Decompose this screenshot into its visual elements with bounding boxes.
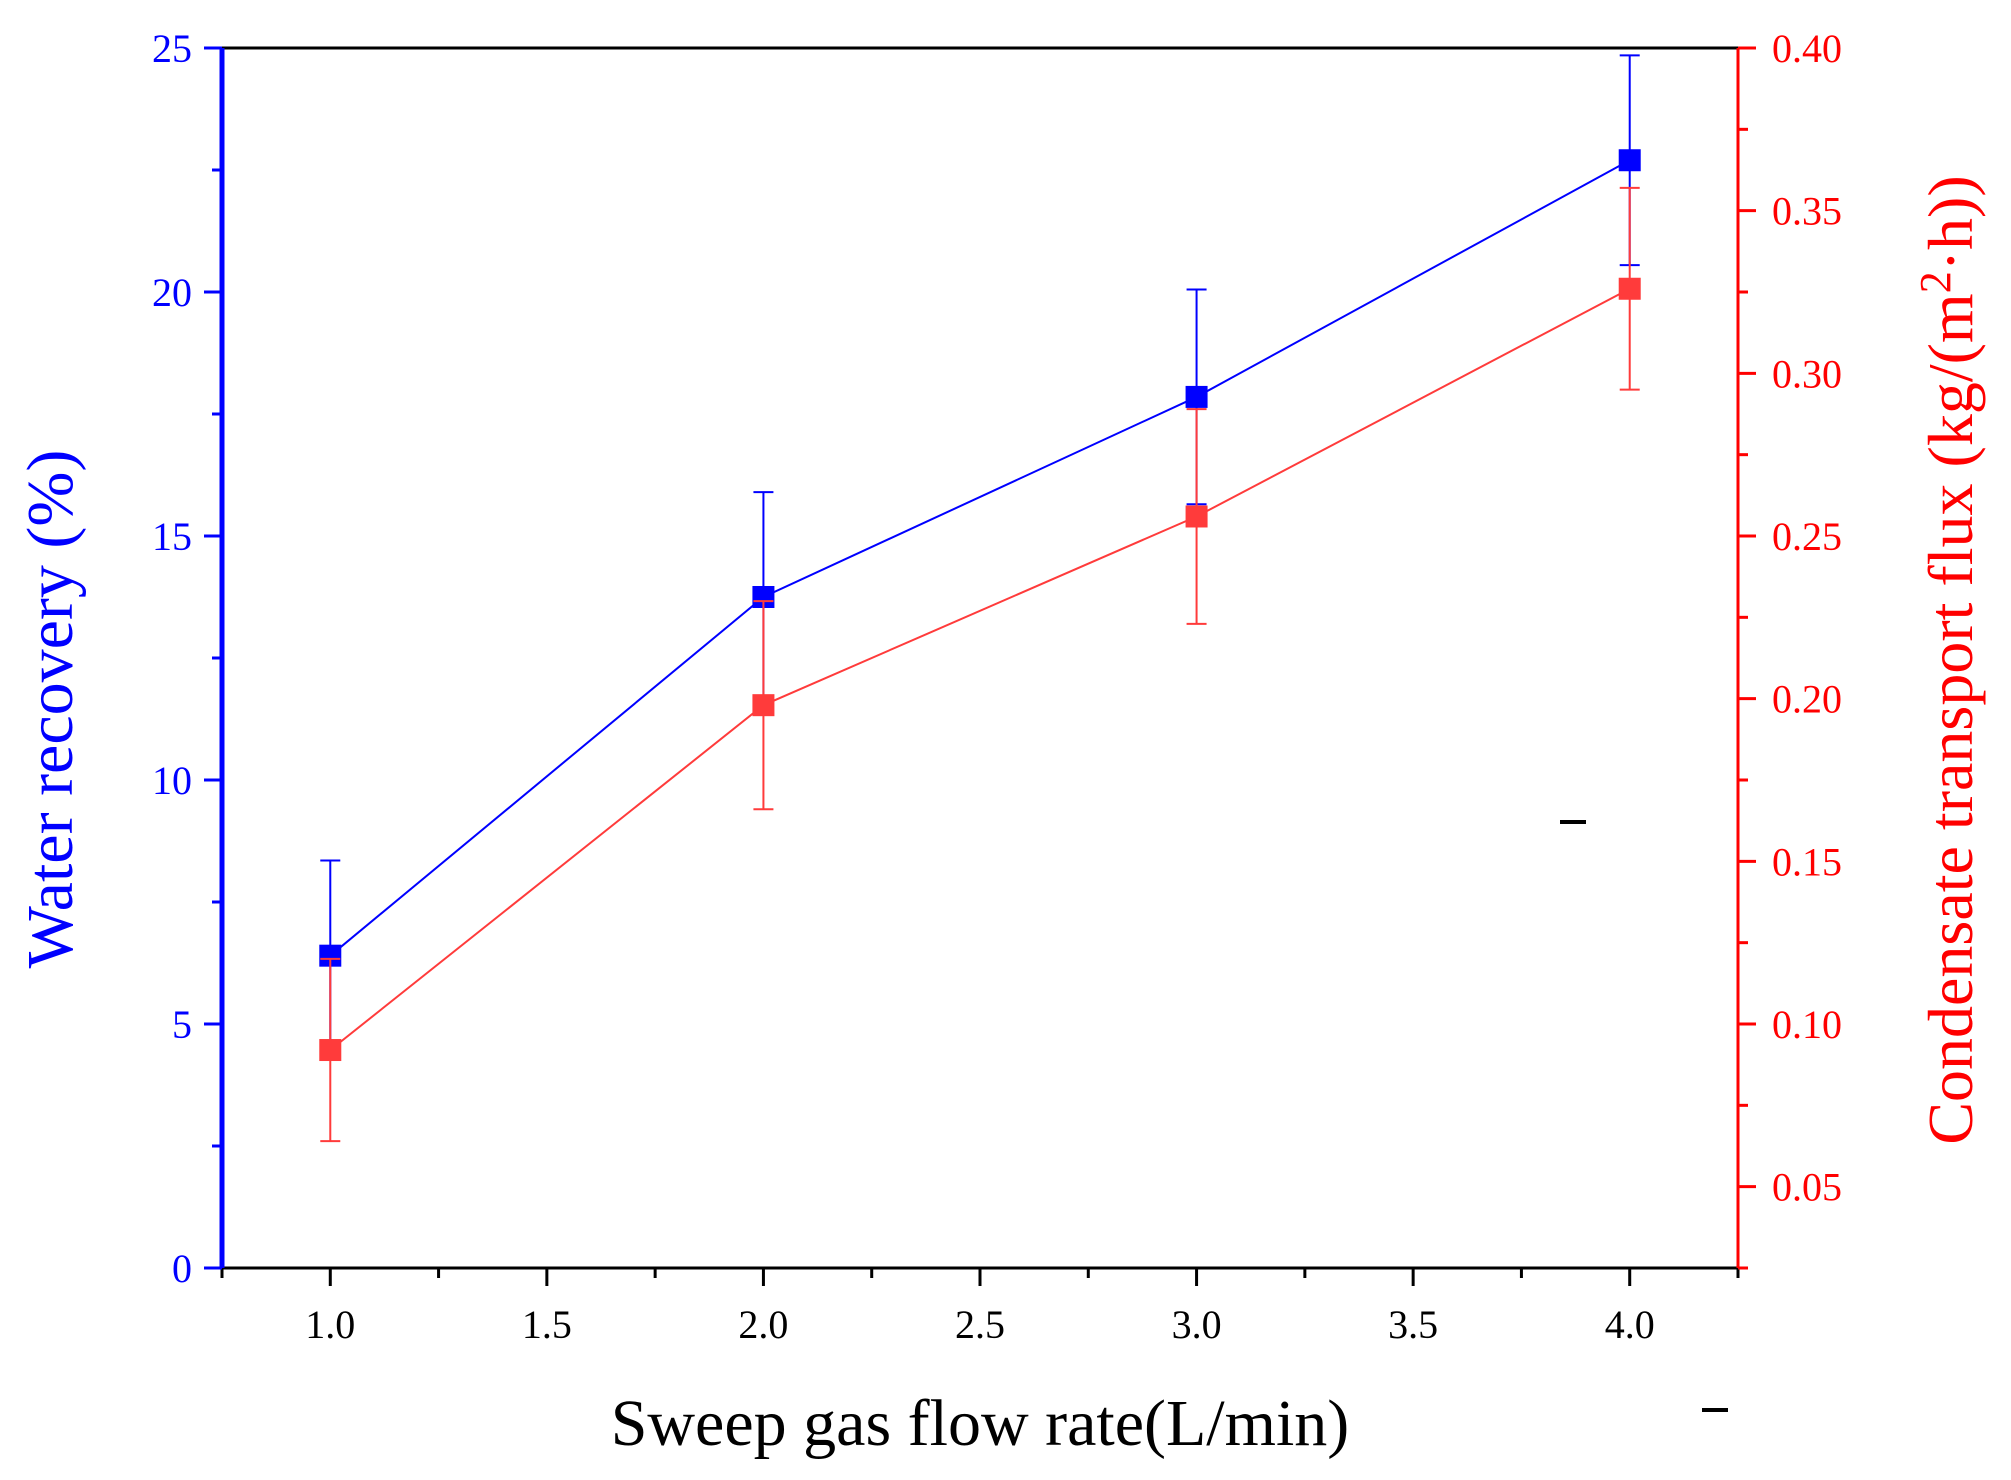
series-condensate-flux xyxy=(319,186,1641,1143)
right-y-tick-label: 0.05 xyxy=(1772,1165,1842,1210)
water-recovery-marker xyxy=(1185,385,1208,408)
condensate-flux-marker xyxy=(319,1039,342,1062)
x-tick-label: 3.5 xyxy=(1388,1302,1438,1347)
right-y-tick-label: 0.35 xyxy=(1772,189,1842,234)
left-y-tick-label: 10 xyxy=(152,758,192,803)
condensate-flux-marker xyxy=(1618,277,1641,300)
right-y-axis-title-superscript: 2 xyxy=(1911,271,1960,293)
water-recovery-marker xyxy=(752,586,775,608)
left-y-tick-label: 5 xyxy=(172,1002,192,1047)
left-y-tick-label: 15 xyxy=(152,514,192,559)
x-tick-label: 3.0 xyxy=(1172,1302,1222,1347)
right-y-axis-title-prefix: Condensate transport flux (kg/(m xyxy=(1915,293,1986,1144)
right-y-axis-ticks: 0.05 0.10 0.15 0.20 0.25 0.30 0.35 0.40 xyxy=(1738,26,1842,1270)
x-tick-label: 2.5 xyxy=(955,1302,1005,1347)
left-y-axis-ticks: 0 5 10 15 20 25 xyxy=(152,26,222,1291)
right-y-axis-title-suffix: ·h)) xyxy=(1915,175,1986,271)
x-tick-label: 4.0 xyxy=(1605,1302,1655,1347)
x-tick-label: 1.0 xyxy=(305,1302,355,1347)
x-axis-ticks: 1.0 1.5 2.0 2.5 3.0 3.5 4.0 xyxy=(220,1268,1740,1347)
water-recovery-marker xyxy=(319,944,342,967)
left-y-tick-label: 0 xyxy=(172,1246,192,1291)
x-tick-label: 2.0 xyxy=(738,1302,788,1347)
right-y-tick-label: 0.15 xyxy=(1772,839,1842,884)
condensate-flux-line xyxy=(329,287,1631,1051)
left-y-tick-label: 20 xyxy=(152,270,192,315)
right-y-tick-label: 0.40 xyxy=(1772,26,1842,71)
right-y-tick-label: 0.25 xyxy=(1772,514,1842,559)
water-recovery-line xyxy=(329,159,1631,957)
right-y-axis-title: Condensate transport flux (kg/(m2·h)) xyxy=(1911,175,1986,1144)
left-y-tick-label: 25 xyxy=(152,26,192,71)
x-axis-title: Sweep gas flow rate(L/min) xyxy=(611,1387,1350,1460)
x-tick-label: 1.5 xyxy=(522,1302,572,1347)
right-y-tick-label: 0.20 xyxy=(1772,677,1842,722)
right-y-tick-label: 0.10 xyxy=(1772,1002,1842,1047)
condensate-flux-marker xyxy=(752,694,775,717)
series-water-recovery xyxy=(319,54,1641,1052)
right-y-tick-label: 0.30 xyxy=(1772,351,1842,396)
series-layer xyxy=(319,54,1641,1143)
water-recovery-marker xyxy=(1618,149,1641,172)
left-y-axis-title: Water recovery (%) xyxy=(14,450,87,969)
condensate-flux-marker xyxy=(1185,505,1208,528)
plot-frame xyxy=(219,46,1740,1270)
